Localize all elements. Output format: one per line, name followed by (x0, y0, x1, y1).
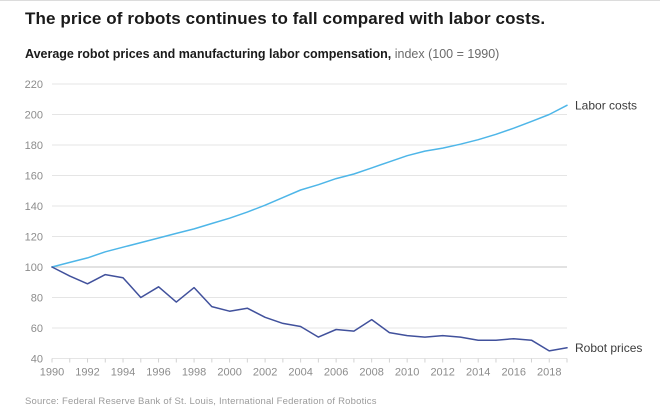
x-axis-label: 2010 (395, 367, 419, 379)
x-axis-label: 1996 (146, 367, 170, 379)
x-axis-label: 1992 (75, 367, 99, 379)
robot-prices-line (51, 266, 568, 352)
x-axis-label: 2016 (501, 367, 525, 379)
chart-subtitle-units: index (100 = 1990) (391, 47, 500, 61)
y-axis-label: 80 (31, 293, 43, 305)
y-axis-label: 100 (25, 262, 43, 274)
y-axis-label: 160 (25, 171, 43, 183)
labor-costs-line (51, 104, 568, 268)
y-axis-label: 140 (25, 201, 43, 213)
x-axis-label: 1998 (182, 367, 206, 379)
y-axis-label: 180 (25, 140, 43, 152)
y-axis-label: 60 (31, 323, 43, 335)
x-axis-label: 2000 (217, 367, 241, 379)
page-title: The price of robots continues to fall co… (25, 9, 546, 28)
series-label-robot-prices: Robot prices (575, 341, 642, 355)
y-axis-label: 120 (25, 232, 43, 244)
source-note: Source: Federal Reserve Bank of St. Loui… (25, 396, 377, 407)
x-axis-label: 2002 (253, 367, 277, 379)
series-label-labor-costs: Labor costs (575, 98, 637, 112)
x-axis-label: 2014 (466, 367, 490, 379)
chart-subtitle-bold: Average robot prices and manufacturing l… (25, 47, 392, 61)
y-axis-label: 40 (31, 354, 43, 366)
x-axis-label: 2008 (359, 367, 383, 379)
x-axis-label: 1994 (111, 367, 135, 379)
x-axis-label: 2012 (430, 367, 454, 379)
x-axis-label: 2018 (537, 367, 561, 379)
x-axis-label: 1990 (40, 367, 64, 379)
x-axis-label: 2006 (324, 367, 348, 379)
y-axis-label: 200 (25, 110, 43, 122)
x-axis-label: 2004 (288, 367, 312, 379)
y-axis-label: 220 (25, 79, 43, 91)
chart-subtitle: Average robot prices and manufacturing l… (25, 47, 499, 61)
